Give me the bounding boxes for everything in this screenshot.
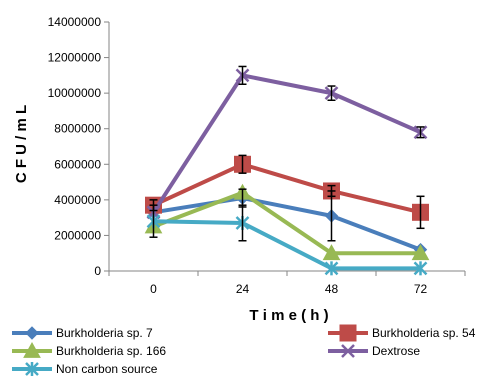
series-1 — [145, 155, 429, 221]
data-point — [413, 261, 428, 276]
y-tick-label: 6000000 — [54, 157, 101, 171]
y-axis-label: C F U / m L — [13, 105, 30, 183]
error-bar — [327, 85, 336, 102]
legend-label: Burkholderia sp. 166 — [56, 344, 166, 358]
legend-item-2: Burkholderia sp. 166 — [12, 341, 166, 358]
series-line — [153, 219, 421, 271]
y-tick-label: 10000000 — [48, 86, 102, 100]
chart-axes: 0 2000000 4000000 6000000 8000000 10000000 120… — [48, 15, 466, 296]
error-bar — [238, 154, 247, 174]
data-point — [411, 244, 430, 261]
legend-item-4: Non carbon source — [12, 362, 158, 376]
chart-series — [144, 65, 430, 276]
error-bar — [416, 195, 425, 230]
legend-label: Dextrose — [372, 344, 420, 358]
y-tick-label: 8000000 — [54, 122, 101, 136]
x-tick-label: 0 — [150, 282, 157, 296]
y-tick-label: 4000000 — [54, 193, 101, 207]
legend-label: Burkholderia sp. 7 — [56, 326, 153, 340]
legend-label: Non carbon source — [56, 362, 158, 376]
series-line — [152, 190, 421, 256]
series-line — [151, 73, 422, 214]
error-bar — [238, 65, 247, 85]
y-tick-label: 0 — [94, 264, 101, 278]
error-bar — [149, 204, 158, 238]
legend-marker — [339, 324, 357, 342]
error-bar — [416, 126, 425, 139]
legend-marker — [25, 326, 39, 340]
data-point — [322, 244, 341, 261]
y-tick-label: 14000000 — [48, 15, 102, 29]
series-line — [153, 196, 422, 252]
series-line — [152, 162, 421, 215]
x-tick-label: 48 — [325, 282, 339, 296]
x-tick-label: 24 — [236, 282, 250, 296]
legend-label: Burkholderia sp. 54 — [372, 326, 476, 340]
data-point — [324, 261, 339, 276]
x-tick-label: 72 — [414, 282, 428, 296]
y-tick-label: 12000000 — [48, 51, 102, 65]
series-3 — [146, 68, 428, 220]
legend-marker — [25, 362, 39, 376]
legend-item-1: Burkholderia sp. 54 — [328, 324, 476, 342]
y-tick-label: 2000000 — [54, 228, 101, 242]
chart-legend: Burkholderia sp. 7 Burkholderia sp. 54 Bur… — [12, 324, 476, 376]
error-bar — [327, 184, 336, 198]
legend-marker — [23, 341, 41, 358]
series-4 — [146, 214, 428, 276]
error-bar — [238, 204, 247, 242]
legend-item-0: Burkholderia sp. 7 — [12, 326, 153, 340]
legend-item-3: Dextrose — [328, 344, 420, 358]
legend-marker — [341, 344, 355, 358]
x-axis-label: T i m e ( h ) — [249, 307, 328, 324]
